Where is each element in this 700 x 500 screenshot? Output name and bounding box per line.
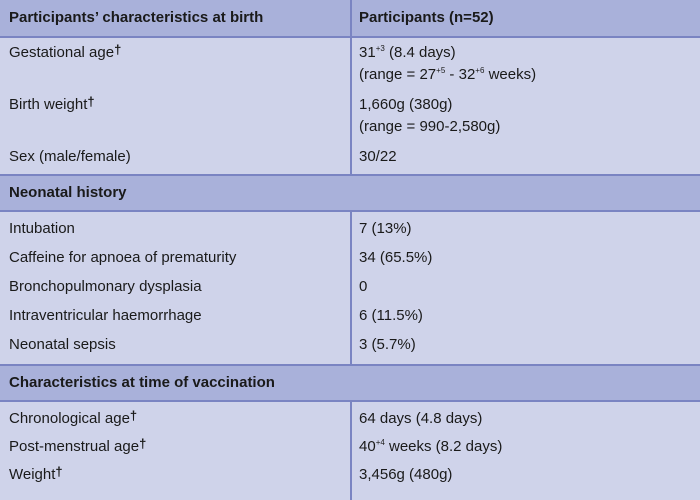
sepsis-value: 3 (5.7%) <box>359 336 416 353</box>
header-col1: Participants’ characteristics at birth <box>9 9 264 26</box>
chronological-age-label: Chronological age† <box>9 408 138 427</box>
post-menstrual-age-label: Post-menstrual age† <box>9 436 147 455</box>
ivh-value: 6 (11.5%) <box>359 307 423 324</box>
gestational-age-range: (range = 27+5 - 32+6 weeks) <box>359 66 537 83</box>
chronological-age-value: 64 days (4.8 days) <box>359 410 483 427</box>
sex-label: Sex (male/female) <box>9 148 131 165</box>
sepsis-label: Neonatal sepsis <box>9 336 116 353</box>
divider <box>0 174 700 176</box>
header-col2: Participants (n=52) <box>359 9 494 26</box>
caffeine-value: 34 (65.5%) <box>359 249 433 266</box>
birth-weight-range: (range = 990-2,580g) <box>359 118 501 135</box>
section-header-vaccination: Characteristics at time of vaccination <box>0 366 700 400</box>
birth-weight-label: Birth weight† <box>9 94 95 113</box>
ivh-label: Intraventricular haemorrhage <box>9 307 202 324</box>
bpd-label: Bronchopulmonary dysplasia <box>9 278 202 295</box>
section-header-neonatal: Neonatal history <box>0 176 700 210</box>
bpd-value: 0 <box>359 278 368 295</box>
intubation-label: Intubation <box>9 220 75 237</box>
gestational-age-value: 31+3 (8.4 days) <box>359 44 456 61</box>
intubation-value: 7 (13%) <box>359 220 412 237</box>
section-title-vaccination: Characteristics at time of vaccination <box>9 374 275 391</box>
gestational-age-label: Gestational age† <box>9 42 122 61</box>
post-menstrual-age-value: 40+4 weeks (8.2 days) <box>359 438 503 455</box>
caffeine-label: Caffeine for apnoea of prematurity <box>9 249 237 266</box>
sex-value: 30/22 <box>359 148 397 165</box>
section-title-neonatal: Neonatal history <box>9 184 127 201</box>
column-divider <box>350 0 352 174</box>
divider <box>0 364 700 366</box>
column-divider <box>350 210 352 364</box>
column-divider <box>350 400 352 500</box>
birth-weight-value: 1,660g (380g) <box>359 96 453 113</box>
weight-value: 3,456g (480g) <box>359 466 453 483</box>
weight-label: Weight† <box>9 464 63 483</box>
